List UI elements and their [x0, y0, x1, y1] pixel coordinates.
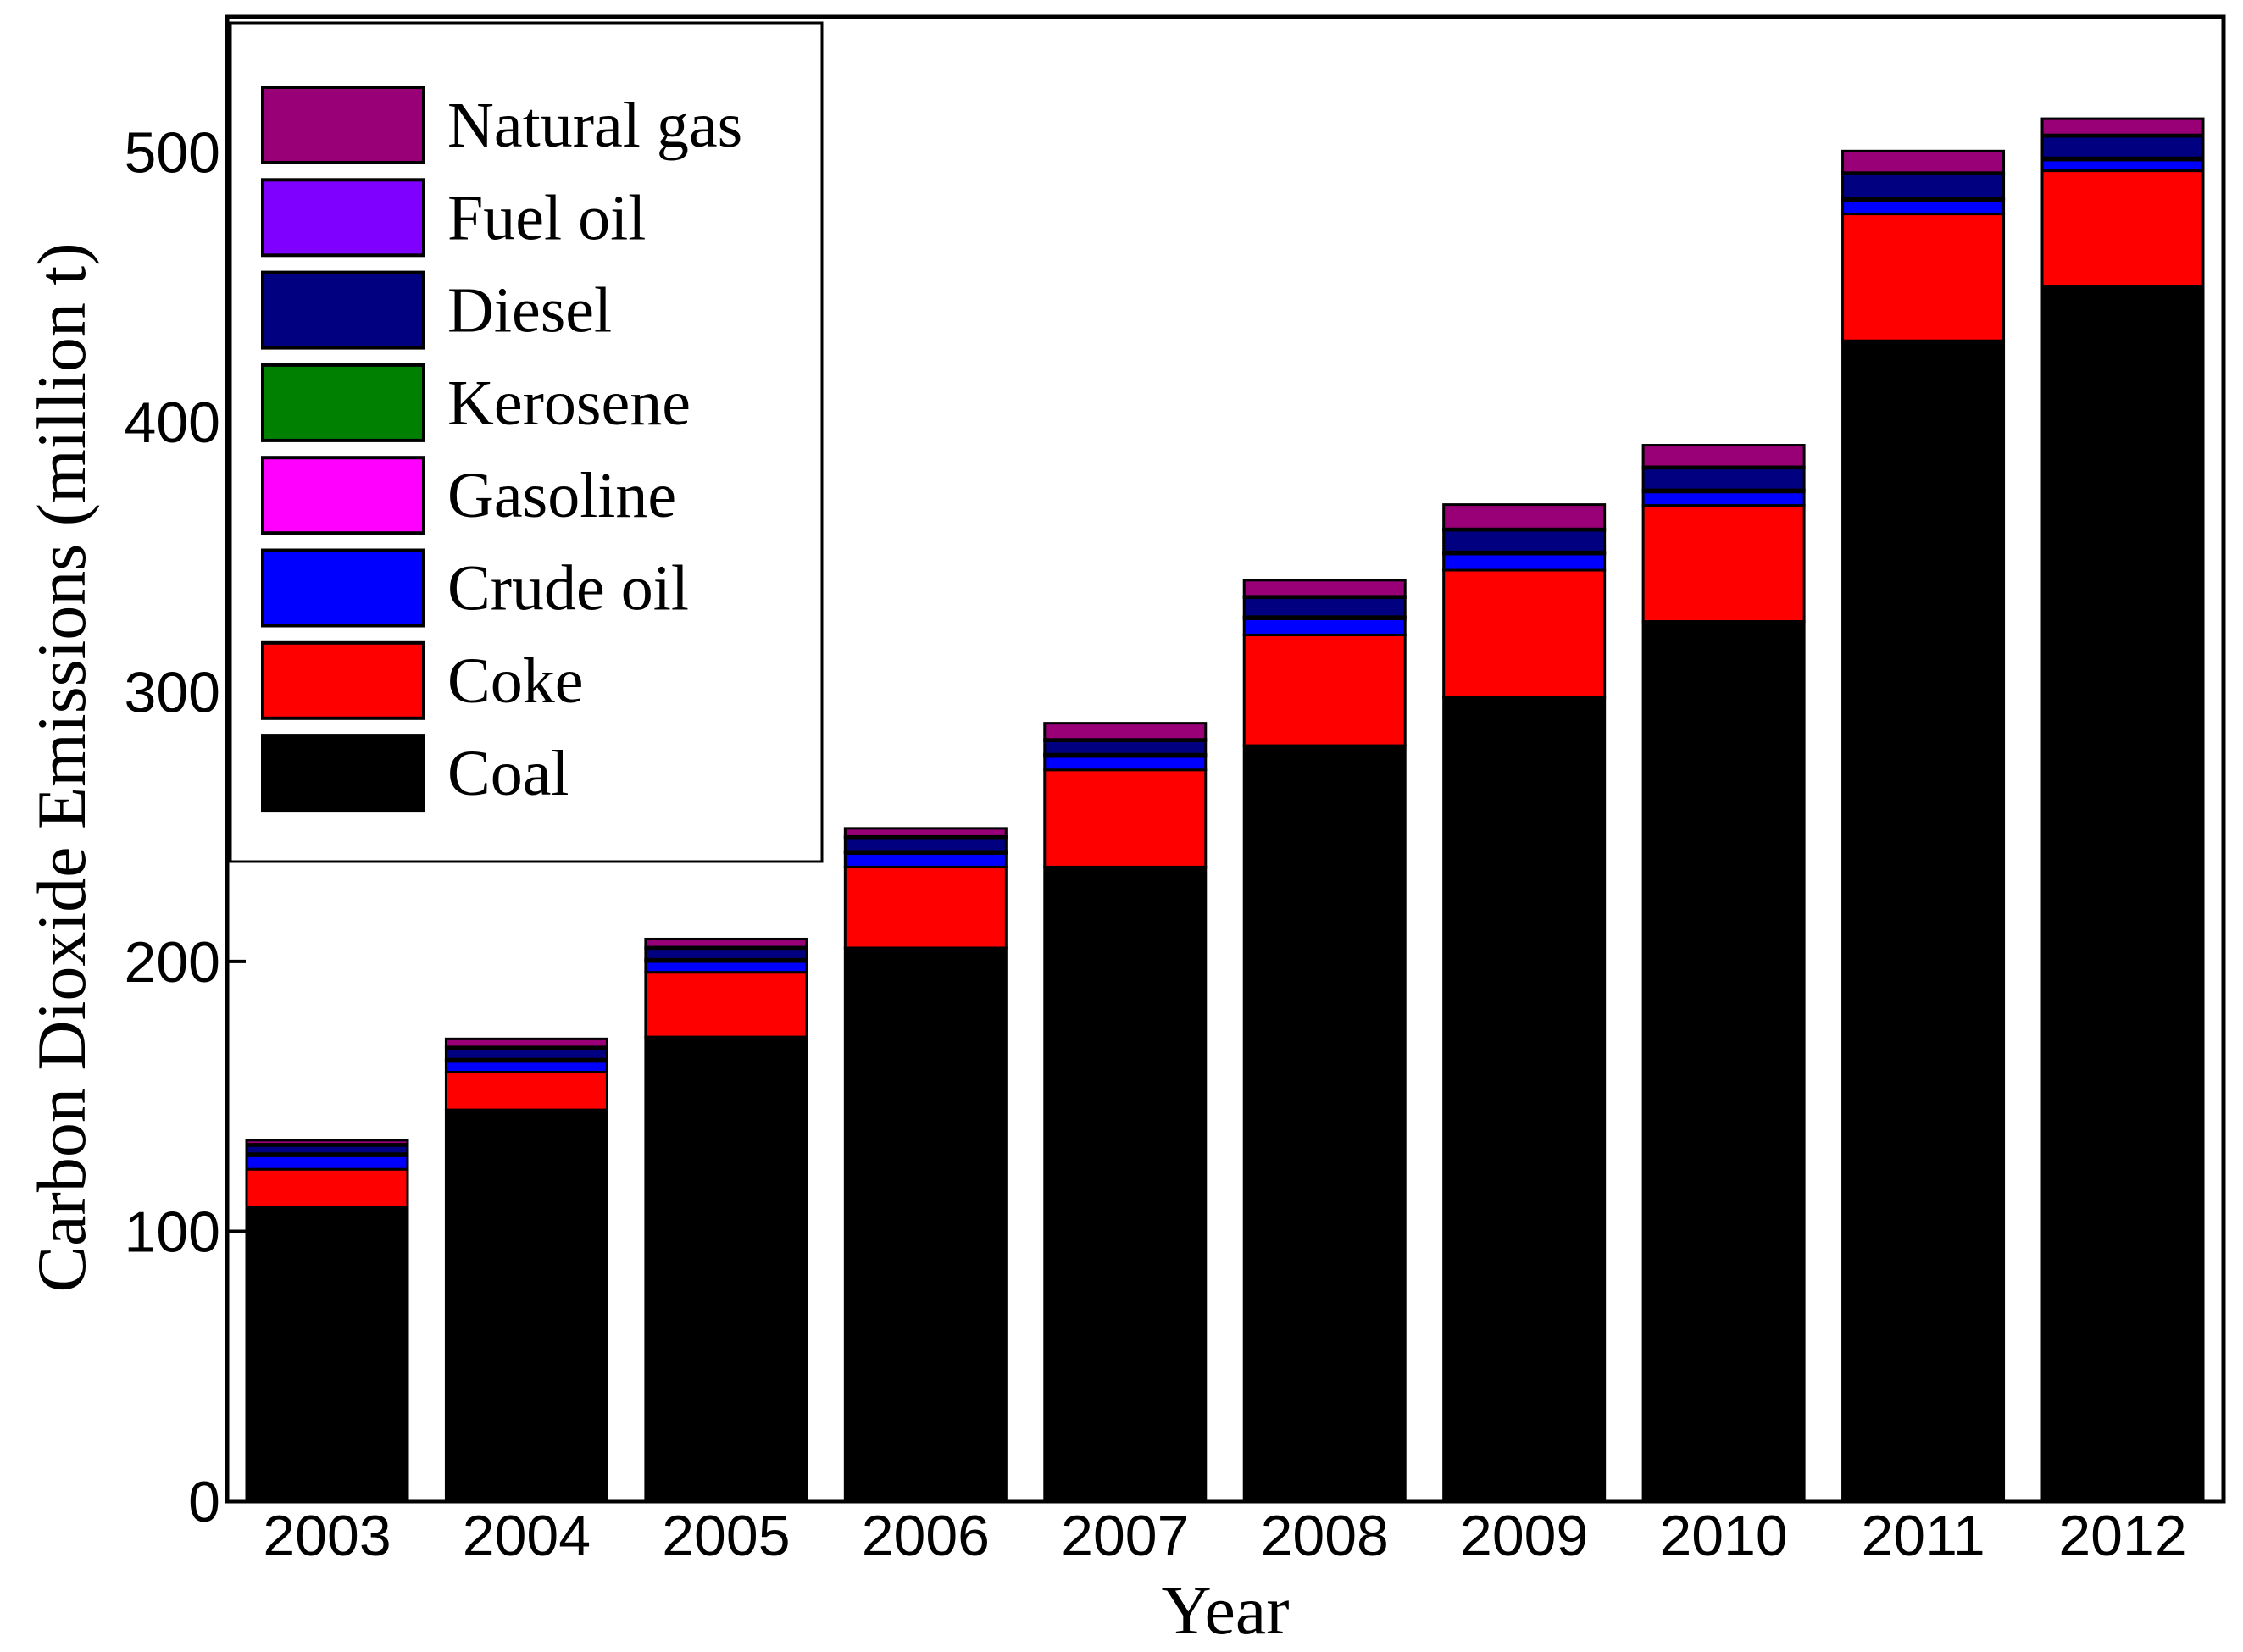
- legend-label-coal: Coal: [447, 738, 569, 809]
- bar-natural-gas-2008: [1242, 579, 1407, 598]
- legend-label-fuel-oil: Fuel oil: [447, 182, 646, 253]
- bar-coal-2008: [1242, 744, 1407, 1503]
- x-tick-label: 2012: [2058, 1504, 2186, 1568]
- y-tick-label: 400: [125, 391, 220, 455]
- bar-crude-oil-2008: [1242, 617, 1407, 636]
- bar-coke-2006: [843, 865, 1008, 950]
- x-axis-ticks: 2003 2004 2005 2006 2007 2008 2009 2010 2011 2012: [263, 1504, 2186, 1568]
- legend-label-gasoline: Gasoline: [447, 460, 676, 531]
- bar-coke-2007: [1043, 768, 1208, 868]
- bar-crude-oil-2012: [2040, 158, 2205, 173]
- x-tick-label: 2005: [662, 1504, 790, 1568]
- y-tick-label: 500: [125, 120, 220, 185]
- bar-diesel-2005: [644, 947, 808, 961]
- bar-crude-oil-2003: [245, 1154, 409, 1171]
- legend-swatch-coal: [261, 734, 425, 813]
- legend-swatch-coke: [261, 640, 425, 720]
- x-tick-label: 2010: [1659, 1504, 1787, 1568]
- bar-diesel-2007: [1043, 739, 1208, 756]
- legend-label-diesel: Diesel: [447, 275, 612, 346]
- bar-coke-2009: [1442, 568, 1607, 699]
- bar-diesel-2006: [843, 836, 1008, 853]
- bar-coal-2012: [2040, 285, 2205, 1503]
- bar-natural-gas-2006: [843, 827, 1008, 838]
- bars-group: [245, 117, 2205, 1503]
- bar-coal-2004: [444, 1108, 608, 1503]
- legend-label-natural-gas: Natural gas: [447, 90, 742, 161]
- legend: Natural gas Fuel oil Diesel Kerosene Gasolin…: [229, 21, 824, 863]
- x-tick-label: 2004: [463, 1504, 591, 1568]
- bar-crude-oil-2005: [644, 960, 808, 974]
- x-tick-label: 2011: [1861, 1504, 1985, 1568]
- bar-coke-2012: [2040, 169, 2205, 289]
- bar-crude-oil-2010: [1641, 491, 1806, 507]
- bar-crude-oil-2007: [1043, 755, 1208, 772]
- bar-natural-gas-2003: [245, 1139, 409, 1146]
- bar-natural-gas-2007: [1043, 722, 1208, 741]
- legend-swatch-kerosene: [261, 363, 425, 442]
- legend-label-kerosene: Kerosene: [447, 368, 691, 439]
- legend-swatch-fuel-oil: [261, 178, 425, 258]
- y-tick-label: 0: [188, 1470, 220, 1534]
- bar-coal-2006: [843, 946, 1008, 1503]
- bar-crude-oil-2004: [444, 1060, 608, 1074]
- bar-natural-gas-2005: [644, 937, 808, 949]
- x-tick-label: 2003: [263, 1504, 391, 1568]
- bar-coal-2003: [245, 1206, 409, 1503]
- bar-crude-oil-2011: [1841, 199, 2006, 216]
- bar-diesel-2008: [1242, 596, 1407, 618]
- bar-coal-2009: [1442, 696, 1607, 1503]
- y-tick-label: 300: [125, 660, 220, 724]
- bar-diesel-2011: [1841, 172, 2006, 200]
- bar-crude-oil-2006: [843, 851, 1008, 868]
- bar-coke-2005: [644, 971, 808, 1039]
- x-tick-label: 2007: [1061, 1504, 1189, 1568]
- bar-natural-gas-2004: [444, 1037, 608, 1049]
- y-tick-label: 200: [125, 930, 220, 995]
- bar-diesel-2012: [2040, 135, 2205, 159]
- bar-coke-2010: [1641, 504, 1806, 624]
- legend-swatch-natural-gas: [261, 86, 425, 164]
- bar-diesel-2010: [1641, 467, 1806, 491]
- y-axis-title: Carbon Dioxide Emissions (million t): [23, 242, 100, 1292]
- bar-coke-2004: [444, 1071, 608, 1111]
- bar-crude-oil-2009: [1442, 552, 1607, 572]
- x-axis-title: Year: [1161, 1572, 1289, 1649]
- plot-frame: [225, 14, 2226, 1504]
- bar-coke-2011: [1841, 213, 2006, 342]
- x-tick-label: 2009: [1460, 1504, 1588, 1568]
- bar-natural-gas-2010: [1641, 444, 1806, 468]
- bar-diesel-2009: [1442, 529, 1607, 553]
- legend-swatch-diesel: [261, 270, 425, 350]
- y-tick-label: 100: [125, 1200, 220, 1264]
- x-tick-label: 2006: [862, 1504, 990, 1568]
- legend-swatch-gasoline: [261, 456, 425, 535]
- bar-coal-2005: [644, 1035, 808, 1503]
- legend-label-coke: Coke: [447, 646, 583, 717]
- legend-label-crude-oil: Crude oil: [447, 553, 689, 624]
- legend-swatch-crude-oil: [261, 548, 425, 628]
- bar-natural-gas-2011: [1841, 149, 2006, 175]
- bar-coke-2003: [245, 1167, 409, 1209]
- bar-coal-2011: [1841, 339, 2006, 1503]
- bar-natural-gas-2009: [1442, 503, 1607, 530]
- x-tick-label: 2008: [1261, 1504, 1389, 1568]
- bar-coal-2007: [1043, 865, 1208, 1503]
- bar-natural-gas-2012: [2040, 117, 2205, 136]
- bar-diesel-2004: [444, 1046, 608, 1061]
- bar-coke-2008: [1242, 633, 1407, 747]
- bar-coal-2010: [1641, 620, 1806, 1503]
